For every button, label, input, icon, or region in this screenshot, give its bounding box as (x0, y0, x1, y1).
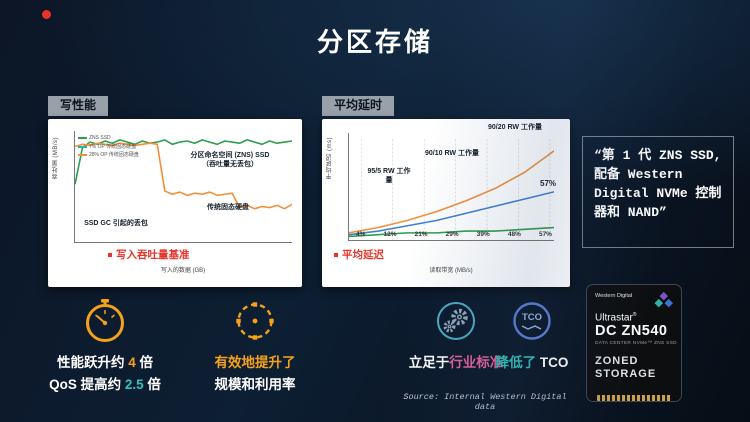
text-segment: 性能跃升约 (56, 355, 129, 370)
highlight-number: 4 (128, 355, 136, 370)
legend-label: 28% OP 传统固态硬盘 (89, 152, 139, 158)
tco-icon-label: TCO (522, 312, 542, 323)
benefit-lower-tco: TCO 降低了 TCO (486, 298, 578, 374)
annotation-workload-95-5: 95/5 RW 工作量 (367, 168, 411, 185)
benefit-text-line: QoS 提高约 2.5 倍 (30, 374, 180, 396)
highlight-number: 2.5 (124, 376, 144, 392)
x-tick: 21% (414, 231, 428, 238)
left-line-chart (75, 131, 292, 242)
dashed-target-icon (190, 298, 320, 346)
brand-text: Western Digital (595, 293, 633, 299)
right-chart-plot-area (348, 133, 554, 241)
annotation-workload-90-10: 90/10 RW 工作量 (425, 150, 479, 157)
left-chart-plot-area (74, 131, 292, 243)
annotation-zns-ssd: 分区命名空间 (ZNS) SSD （吞吐量无丢包） (180, 151, 280, 169)
product-subtitle: DATA CENTER NVMe™ ZNS SSD (595, 341, 677, 347)
badge-line: STORAGE (595, 367, 657, 380)
legend-swatch-green (78, 137, 87, 140)
gauge-icon (30, 298, 180, 346)
highlight-text: 行业标准 (449, 355, 504, 370)
legend-swatch-orange (78, 154, 87, 157)
x-tick: 29% (445, 231, 459, 238)
benefit-industry-standards: 立足于行业标准 (398, 298, 514, 374)
left-chart-legend: ZNS SSD 7% OP 传统固态硬盘 28% OP 传统固态硬盘 (78, 134, 139, 160)
quote-text: “第 1 代 ZNS SSD, 配备 Western Digital NVMe … (582, 136, 734, 248)
caption-text: 写入吞吐量基准 (116, 249, 190, 261)
x-tick: 48% (507, 231, 521, 238)
annotation-line: （吞吐量无丢包） (202, 161, 258, 169)
x-tick: 12% (383, 231, 397, 238)
x-tick: 39% (476, 231, 490, 238)
average-latency-chart-panel: 平均延迟 (ms) 4% 12% 21% 29% 39% 48% 57% 90/… (322, 119, 570, 287)
text-segment: 倍 (135, 355, 154, 370)
caption-bullet (334, 252, 338, 257)
left-chart-caption: 写入吞吐量基准 (108, 247, 190, 262)
connector-pins (597, 395, 671, 401)
legend-item: 28% OP 传统固态硬盘 (78, 151, 139, 160)
legend-label: 7% OP 传统固态硬盘 (89, 143, 137, 150)
benefit-text-line: 有效地提升了 (214, 355, 296, 370)
text-segment: 立足于 (408, 355, 450, 370)
page-title: 分区存储 (316, 27, 433, 57)
caption-text: 平均延迟 (342, 249, 384, 261)
right-chart-x-ticks: 4% 12% 21% 29% 39% 48% 57% (356, 231, 552, 238)
annotation-ssd-gc-drop: SSD GC 引起的丢包 (84, 220, 148, 227)
legend-label: ZNS SSD (89, 135, 111, 141)
benefit-text-line: 性能跃升约 4 倍 (30, 352, 180, 374)
x-tick: 4% (356, 231, 366, 238)
annotation-traditional-ssd: 传统固态硬盘 (207, 204, 249, 211)
slide-accent-dot (42, 10, 51, 19)
tco-icon: TCO (486, 298, 578, 346)
registered-mark: ® (632, 312, 637, 318)
text-segment: 倍 (143, 376, 161, 392)
badge-line: ZONED (595, 355, 639, 368)
product-header: Western Digital (595, 291, 673, 308)
annotation-workload-90-20: 90/20 RW 工作量 (488, 124, 542, 131)
right-chart-y-axis-label: 平均延迟 (ms) (327, 137, 333, 180)
highlight-text: 降低了 (495, 355, 540, 370)
left-chart-y-axis-label: 吞吐量 (MB/s) (53, 137, 59, 180)
zoned-storage-label: ZONED STORAGE (595, 355, 673, 380)
product-family: Ultrastar® (595, 312, 673, 323)
benefit-text-line: 规模和利用率 (214, 376, 296, 392)
x-tick: 57% (538, 231, 552, 238)
annotation-line: 分区命名空间 (ZNS) SSD (190, 152, 270, 159)
text-segment: QoS 提高约 (49, 376, 125, 392)
logo-cube (664, 298, 673, 307)
wd-logo-icon (654, 291, 673, 308)
logo-cube (654, 298, 663, 307)
legend-swatch-teal (78, 145, 87, 148)
benefit-text-line: 立足于行业标准 (398, 352, 514, 374)
benefit-text-line: 降低了 TCO (486, 352, 578, 374)
section-label-write-performance: 写性能 (48, 96, 109, 116)
legend-item: ZNS SSD (78, 134, 139, 143)
caption-bullet (108, 252, 112, 257)
product-card: Western Digital Ultrastar® DC ZN540 DATA… (586, 284, 682, 402)
right-line-chart (349, 133, 554, 240)
right-chart-caption: 平均延迟 (334, 247, 384, 262)
gears-icon (398, 298, 514, 346)
write-performance-chart-panel: 吞吐量 (MB/s) ZNS SSD 7% OP 传统固态硬盘 28% OP 传… (48, 119, 302, 287)
product-model: DC ZN540 (595, 323, 668, 340)
annotation-57-percent: 57% (540, 179, 557, 188)
benefit-scale-utilization: 有效地提升了 规模和利用率 (190, 298, 320, 395)
legend-item: 7% OP 传统固态硬盘 (78, 143, 139, 152)
section-label-average-latency: 平均延时 (322, 96, 395, 116)
source-note: Source: Internal Western Digital data (403, 392, 567, 412)
left-chart-x-axis-label: 写入的数据 (GB) (160, 268, 206, 274)
right-chart-x-axis-label: 读取带宽 (MB/s) (429, 268, 473, 274)
family-name: Ultrastar (595, 312, 633, 324)
logo-cube (659, 291, 668, 300)
benefit-performance: 性能跃升约 4 倍 QoS 提高约 2.5 倍 (30, 298, 180, 395)
text-segment: TCO (539, 355, 569, 370)
